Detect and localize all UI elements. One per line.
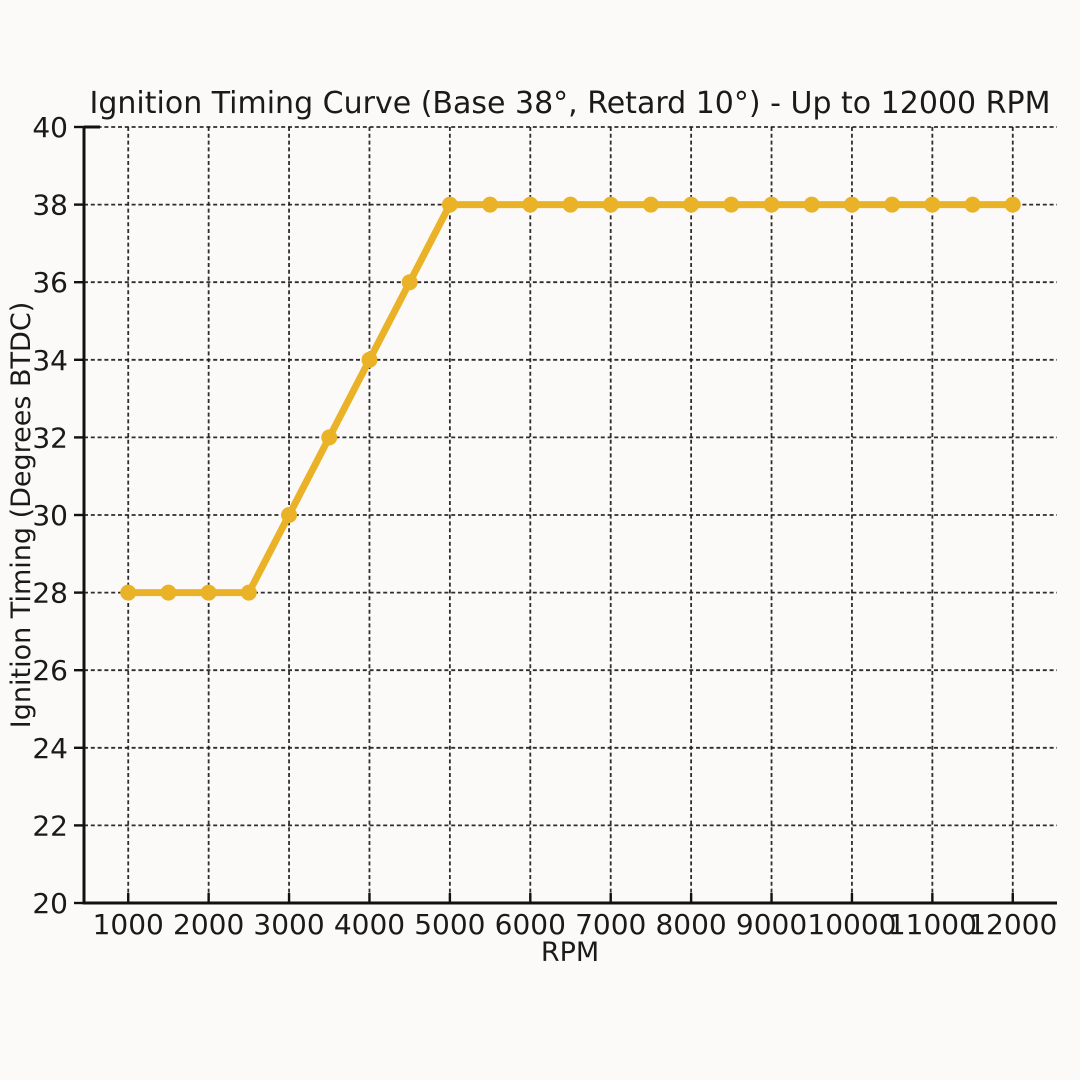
data-point-4500 — [401, 274, 418, 291]
data-point-5000 — [441, 196, 458, 213]
data-point-9000 — [763, 196, 780, 213]
data-point-2000 — [200, 584, 217, 601]
y-tick-labels: 20 22 24 26 28 30 32 34 36 38 40 — [32, 111, 68, 920]
data-point-8000 — [683, 196, 700, 213]
data-point-6000 — [522, 196, 539, 213]
x-tick-label-11000: 11000 — [888, 908, 977, 941]
x-tick-label-5000: 5000 — [414, 908, 485, 941]
x-tick-label-3000: 3000 — [253, 908, 324, 941]
data-point-4000 — [361, 351, 378, 368]
y-tick-label-34: 34 — [32, 344, 68, 377]
series-line-ignition-timing — [124, 201, 1017, 597]
y-tick-label-32: 32 — [32, 421, 68, 454]
x-tick-label-2000: 2000 — [173, 908, 244, 941]
y-tick-label-28: 28 — [32, 577, 68, 610]
x-tick-label-1000: 1000 — [93, 908, 164, 941]
data-point-11500 — [964, 196, 981, 213]
y-tick-label-40: 40 — [32, 111, 68, 144]
x-tick-label-12000: 12000 — [968, 908, 1057, 941]
y-axis-label: Ignition Timing (Degrees BTDC) — [6, 302, 37, 728]
data-point-8500 — [723, 196, 740, 213]
data-point-5500 — [482, 196, 499, 213]
y-tick-label-36: 36 — [32, 266, 68, 299]
data-point-1500 — [160, 584, 177, 601]
x-tick-label-10000: 10000 — [807, 908, 896, 941]
data-point-3500 — [321, 429, 338, 446]
data-point-7000 — [602, 196, 619, 213]
y-tick-label-38: 38 — [32, 189, 68, 222]
data-point-10000 — [843, 196, 860, 213]
data-point-2500 — [240, 584, 257, 601]
data-point-10500 — [884, 196, 901, 213]
axis-tick-marks — [74, 125, 1014, 905]
gridlines — [84, 126, 1057, 904]
data-point-1000 — [120, 584, 137, 601]
chart-title: Ignition Timing Curve (Base 38°, Retard … — [90, 86, 1051, 121]
x-tick-label-9000: 9000 — [736, 908, 807, 941]
data-point-7500 — [642, 196, 659, 213]
y-tick-label-22: 22 — [32, 809, 68, 842]
y-tick-label-24: 24 — [32, 732, 68, 765]
x-tick-label-6000: 6000 — [495, 908, 566, 941]
y-tick-label-30: 30 — [32, 499, 68, 532]
y-tick-label-20: 20 — [32, 887, 68, 920]
data-point-12000 — [1004, 196, 1021, 213]
series-ignition-timing — [120, 196, 1021, 601]
x-tick-label-4000: 4000 — [334, 908, 405, 941]
data-point-9500 — [803, 196, 820, 213]
x-tick-label-7000: 7000 — [575, 908, 646, 941]
y-tick-label-26: 26 — [32, 654, 68, 687]
data-point-6500 — [562, 196, 579, 213]
data-point-3000 — [281, 507, 298, 523]
x-axis-label: RPM — [541, 937, 599, 968]
plot-spines — [82, 125, 1057, 905]
data-point-11000 — [924, 196, 941, 213]
x-tick-labels: 1000 2000 3000 4000 5000 6000 7000 8000 9000 1000… — [93, 908, 1058, 941]
x-tick-label-8000: 8000 — [655, 908, 726, 941]
